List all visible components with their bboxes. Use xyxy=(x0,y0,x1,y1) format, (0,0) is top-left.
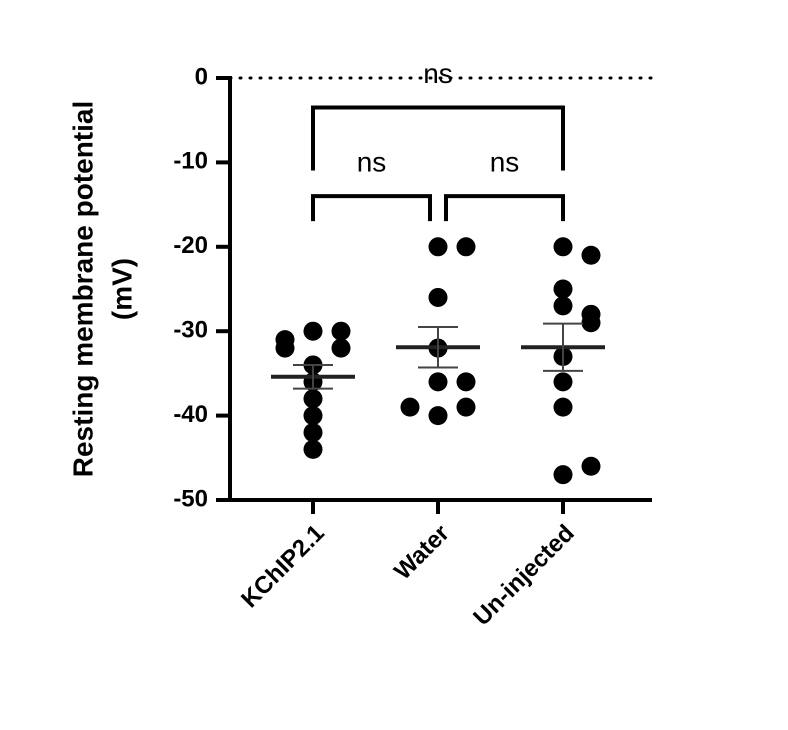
data-point xyxy=(303,321,323,341)
data-point xyxy=(456,372,476,392)
data-point xyxy=(456,397,476,417)
significance-label: ns xyxy=(357,147,387,178)
data-point xyxy=(428,372,448,392)
significance-bracket xyxy=(311,105,565,171)
y-tick-label: -50 xyxy=(173,485,208,512)
y-axis-label: Resting membrane potential xyxy=(67,101,98,478)
data-point xyxy=(303,422,323,442)
data-point xyxy=(331,321,351,341)
y-tick-label: -40 xyxy=(173,401,208,428)
significance-label: ns xyxy=(423,58,453,89)
data-point xyxy=(553,296,573,316)
significance-bracket xyxy=(311,194,432,222)
x-tick-label: Un-injected xyxy=(468,520,580,632)
data-point xyxy=(331,338,351,358)
data-point xyxy=(553,237,573,257)
data-point xyxy=(303,389,323,409)
data-point xyxy=(400,397,420,417)
data-point xyxy=(553,279,573,299)
data-point xyxy=(303,439,323,459)
significance-label: ns xyxy=(490,147,520,178)
data-point xyxy=(581,313,601,333)
data-point xyxy=(581,456,601,476)
data-point xyxy=(275,338,295,358)
data-point xyxy=(428,237,448,257)
data-point xyxy=(456,237,476,257)
data-point xyxy=(553,465,573,485)
data-point xyxy=(553,372,573,392)
data-point xyxy=(553,397,573,417)
y-axis-label: (mV) xyxy=(106,258,137,320)
y-tick-label: -20 xyxy=(173,232,208,259)
x-tick-label: Water xyxy=(389,520,455,586)
y-tick-label: 0 xyxy=(195,63,208,90)
y-tick-label: -10 xyxy=(173,148,208,175)
data-point xyxy=(303,406,323,426)
data-point xyxy=(581,245,601,265)
data-point xyxy=(428,406,448,426)
data-point xyxy=(428,287,448,307)
y-tick-label: -30 xyxy=(173,317,208,344)
significance-bracket xyxy=(444,194,565,222)
x-tick-label: KChIP2.1 xyxy=(236,520,330,614)
